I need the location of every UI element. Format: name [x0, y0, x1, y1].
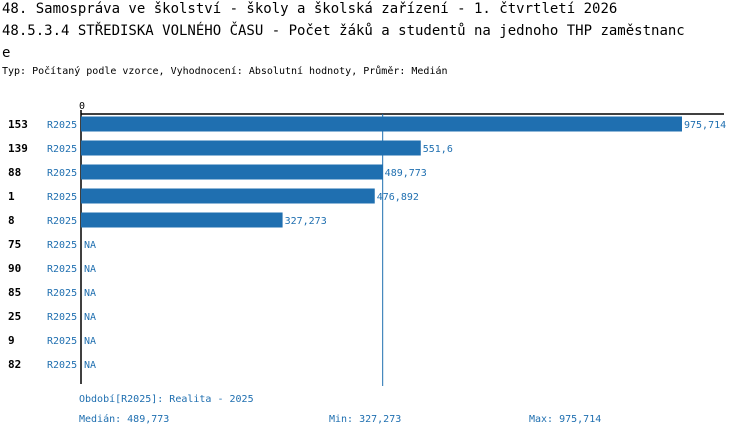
period-label: R2025 — [47, 120, 77, 131]
category-label: 1 — [8, 190, 15, 203]
footer-period: Období[R2025]: Realita - 2025 — [79, 394, 254, 405]
data-label: NA — [84, 264, 96, 275]
category-label: 90 — [8, 262, 21, 275]
category-label: 85 — [8, 286, 21, 299]
period-label: R2025 — [47, 144, 77, 155]
data-label: 489,773 — [385, 168, 427, 179]
bar — [81, 116, 682, 132]
period-label: R2025 — [47, 312, 77, 323]
category-label: 75 — [8, 238, 21, 251]
category-label: 139 — [8, 142, 28, 155]
period-label: R2025 — [47, 360, 77, 371]
bar — [81, 212, 283, 228]
category-label: 8 — [8, 214, 15, 227]
chart-title-line3: e — [2, 45, 11, 61]
data-label: 476,892 — [377, 192, 419, 203]
footer-max: Max: 975,714 — [529, 414, 602, 425]
period-label: R2025 — [47, 240, 77, 251]
data-label: 975,714 — [684, 120, 726, 131]
period-label: R2025 — [47, 168, 77, 179]
data-label: NA — [84, 336, 96, 347]
period-label: R2025 — [47, 288, 77, 299]
category-label: 153 — [8, 118, 28, 131]
category-label: 9 — [8, 334, 15, 347]
data-label: NA — [84, 312, 96, 323]
category-label: 82 — [8, 358, 21, 371]
chart-subtitle: Typ: Počítaný podle vzorce, Vyhodnocení:… — [2, 66, 448, 77]
footer-min: Min: 327,273 — [329, 414, 402, 425]
bar — [81, 140, 421, 156]
chart-title-line1: 48. Samospráva ve školství - školy a ško… — [2, 1, 618, 17]
bar — [81, 188, 375, 204]
category-label: 88 — [8, 166, 21, 179]
data-label: NA — [84, 360, 96, 371]
period-label: R2025 — [47, 336, 77, 347]
data-label: 327,273 — [285, 216, 327, 227]
bar — [81, 164, 383, 180]
chart-title-line2: 48.5.3.4 STŘEDISKA VOLNÉHO ČASU - Počet … — [2, 23, 685, 39]
footer-median: Medián: 489,773 — [79, 414, 170, 425]
data-label: NA — [84, 288, 96, 299]
data-label: 551,6 — [423, 144, 453, 155]
data-label: NA — [84, 240, 96, 251]
category-label: 25 — [8, 310, 21, 323]
period-label: R2025 — [47, 192, 77, 203]
x-tick-label: 0 — [79, 101, 85, 112]
period-label: R2025 — [47, 264, 77, 275]
bar-chart: 0 153 R2025 975,714 139 R2025 551,6 88 R2025 489,… — [8, 101, 726, 386]
period-label: R2025 — [47, 216, 77, 227]
